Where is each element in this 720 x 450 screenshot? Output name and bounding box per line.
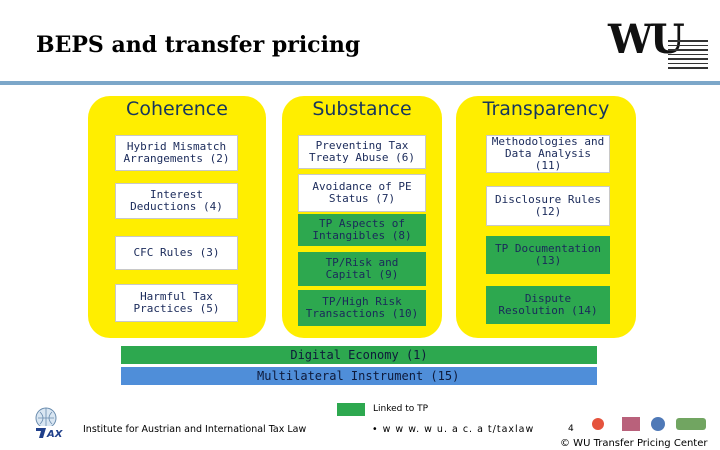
legend-label: Linked to TP [373,404,429,414]
multilateral-instrument-bar: Multilateral Instrument (15) [121,367,597,385]
page-number: 4 [568,424,574,434]
institute-url[interactable]: • w w w. w u. a c. a t/taxlaw [372,424,535,435]
coherence-title: Coherence [126,98,228,120]
legend-swatch [337,403,365,416]
interest-deductions-box: Interest Deductions (4) [115,183,238,219]
svg-text:AX: AX [46,429,64,440]
digital-economy-bar: Digital Economy (1) [121,346,597,364]
harmful-tax-box: Harmful Tax Practices (5) [115,284,238,322]
cfc-rules-box: CFC Rules (3) [115,236,238,270]
tp-risk-capital-box: TP/Risk and Capital (9) [298,252,426,286]
tax-institute-logo: AX [34,407,78,440]
hybrid-mismatch-box: Hybrid Mismatch Arrangements (2) [115,135,238,171]
pe-status-box: Avoidance of PE Status (7) [298,174,426,212]
header-rule [0,81,720,85]
treaty-abuse-box: Preventing Tax Treaty Abuse (6) [298,135,426,169]
wu-logo-lines [668,40,708,72]
wu-logo: WU [608,18,718,76]
transparency-title: Transparency [482,98,610,120]
copyright-notice: © WU Transfer Pricing Center [560,438,708,449]
methodologies-box: Methodologies and Data Analysis (11) [486,135,610,173]
dispute-resolution-box: Dispute Resolution (14) [486,286,610,324]
tp-intangibles-box: TP Aspects of Intangibles (8) [298,214,426,246]
tp-documentation-box: TP Documentation (13) [486,236,610,274]
disclosure-rules-box: Disclosure Rules (12) [486,186,610,226]
institute-name: Institute for Austrian and International… [83,424,307,435]
tp-high-risk-box: TP/High Risk Transactions (10) [298,290,426,326]
slide-title: BEPS and transfer pricing [36,32,361,58]
partner-logos [592,417,706,431]
substance-title: Substance [312,98,412,120]
